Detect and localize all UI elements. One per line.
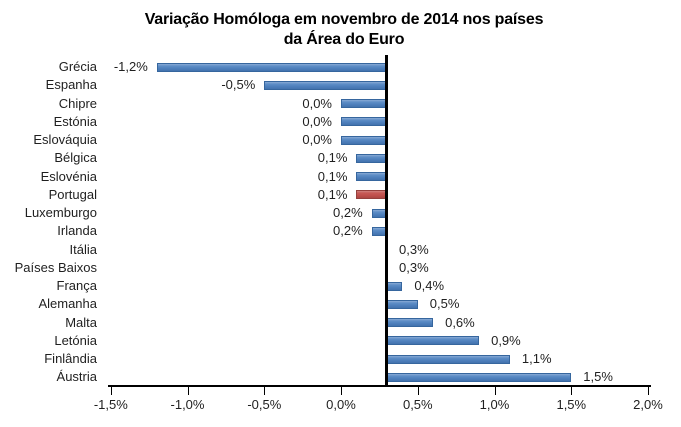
category-label: Luxemburgo bbox=[24, 205, 97, 220]
axis-tick bbox=[417, 385, 419, 395]
value-label: 0,0% bbox=[302, 113, 332, 129]
value-label: 0,4% bbox=[414, 278, 445, 293]
bar bbox=[387, 336, 480, 346]
bar bbox=[387, 372, 572, 382]
bar bbox=[356, 190, 387, 200]
axis-tick bbox=[571, 385, 573, 395]
category-label: Portugal bbox=[48, 186, 97, 202]
value-label: 0,1% bbox=[317, 150, 348, 166]
axis-tick bbox=[494, 385, 496, 395]
value-label: 0,6% bbox=[445, 314, 475, 330]
value-label: 0,0% bbox=[302, 95, 332, 111]
value-label: 0,5% bbox=[429, 296, 460, 312]
value-label: -1,2% bbox=[113, 59, 148, 74]
axis-tick bbox=[110, 385, 112, 395]
value-label: 0,3% bbox=[399, 241, 429, 257]
value-label: 0,0% bbox=[302, 132, 332, 147]
axis-tick-label: 1,0% bbox=[479, 397, 510, 412]
category-label: Finlândia bbox=[44, 351, 97, 366]
category-label: Malta bbox=[65, 314, 97, 330]
value-label: 0,2% bbox=[333, 205, 363, 220]
category-label: Chipre bbox=[58, 95, 97, 111]
x-axis-line bbox=[108, 385, 651, 387]
value-label: 0,9% bbox=[491, 332, 521, 348]
category-label: Estónia bbox=[53, 113, 97, 129]
chart-title-line1: Variação Homóloga em novembro de 2014 no… bbox=[144, 11, 544, 28]
category-label: Irlanda bbox=[57, 223, 97, 239]
axis-tick-label: 0,5% bbox=[402, 397, 433, 412]
category-label: Bélgica bbox=[54, 150, 97, 166]
axis-tick bbox=[264, 385, 266, 395]
axis-tick bbox=[187, 385, 189, 395]
baseline-reference-line bbox=[385, 55, 388, 387]
bar bbox=[156, 62, 387, 72]
value-label: -0,5% bbox=[221, 77, 256, 93]
category-label: Itália bbox=[69, 241, 97, 257]
axis-tick bbox=[648, 385, 649, 395]
bar bbox=[356, 153, 387, 163]
category-label: Alemanha bbox=[38, 296, 97, 312]
category-label: Países Baixos bbox=[14, 259, 97, 275]
value-label: 1,5% bbox=[583, 369, 613, 385]
category-label: Letónia bbox=[54, 332, 97, 348]
bar bbox=[264, 80, 388, 90]
category-label: Eslovénia bbox=[40, 168, 97, 184]
value-label: 0,1% bbox=[317, 168, 348, 184]
category-label: Eslováquia bbox=[33, 132, 97, 147]
category-label: França bbox=[56, 278, 97, 293]
axis-tick-label: -1,0% bbox=[170, 397, 205, 412]
category-label: Áustria bbox=[56, 369, 97, 385]
axis-tick-label: 1,5% bbox=[556, 397, 587, 412]
category-label: Grécia bbox=[58, 59, 97, 74]
axis-tick-label: 0,0% bbox=[326, 397, 356, 412]
bar bbox=[341, 135, 387, 145]
bar bbox=[387, 299, 418, 309]
axis-tick-label: 2,0% bbox=[633, 397, 663, 412]
bar bbox=[341, 99, 387, 108]
chart-title-line2: da Área do Euro bbox=[283, 31, 405, 48]
axis-tick bbox=[341, 385, 342, 395]
value-label: 0,1% bbox=[317, 186, 348, 202]
axis-tick-label: -1,5% bbox=[93, 397, 128, 412]
bar bbox=[356, 172, 387, 181]
value-label: 0,3% bbox=[399, 259, 429, 275]
bar bbox=[387, 354, 510, 364]
chart-title: Variação Homóloga em novembro de 2014 no… bbox=[14, 10, 674, 50]
bar bbox=[387, 281, 403, 291]
value-label: 1,1% bbox=[521, 351, 552, 366]
bar bbox=[341, 117, 387, 127]
category-label: Espanha bbox=[45, 77, 97, 93]
bar bbox=[387, 318, 434, 327]
value-label: 0,2% bbox=[333, 223, 363, 239]
axis-tick-label: -0,5% bbox=[247, 397, 282, 412]
